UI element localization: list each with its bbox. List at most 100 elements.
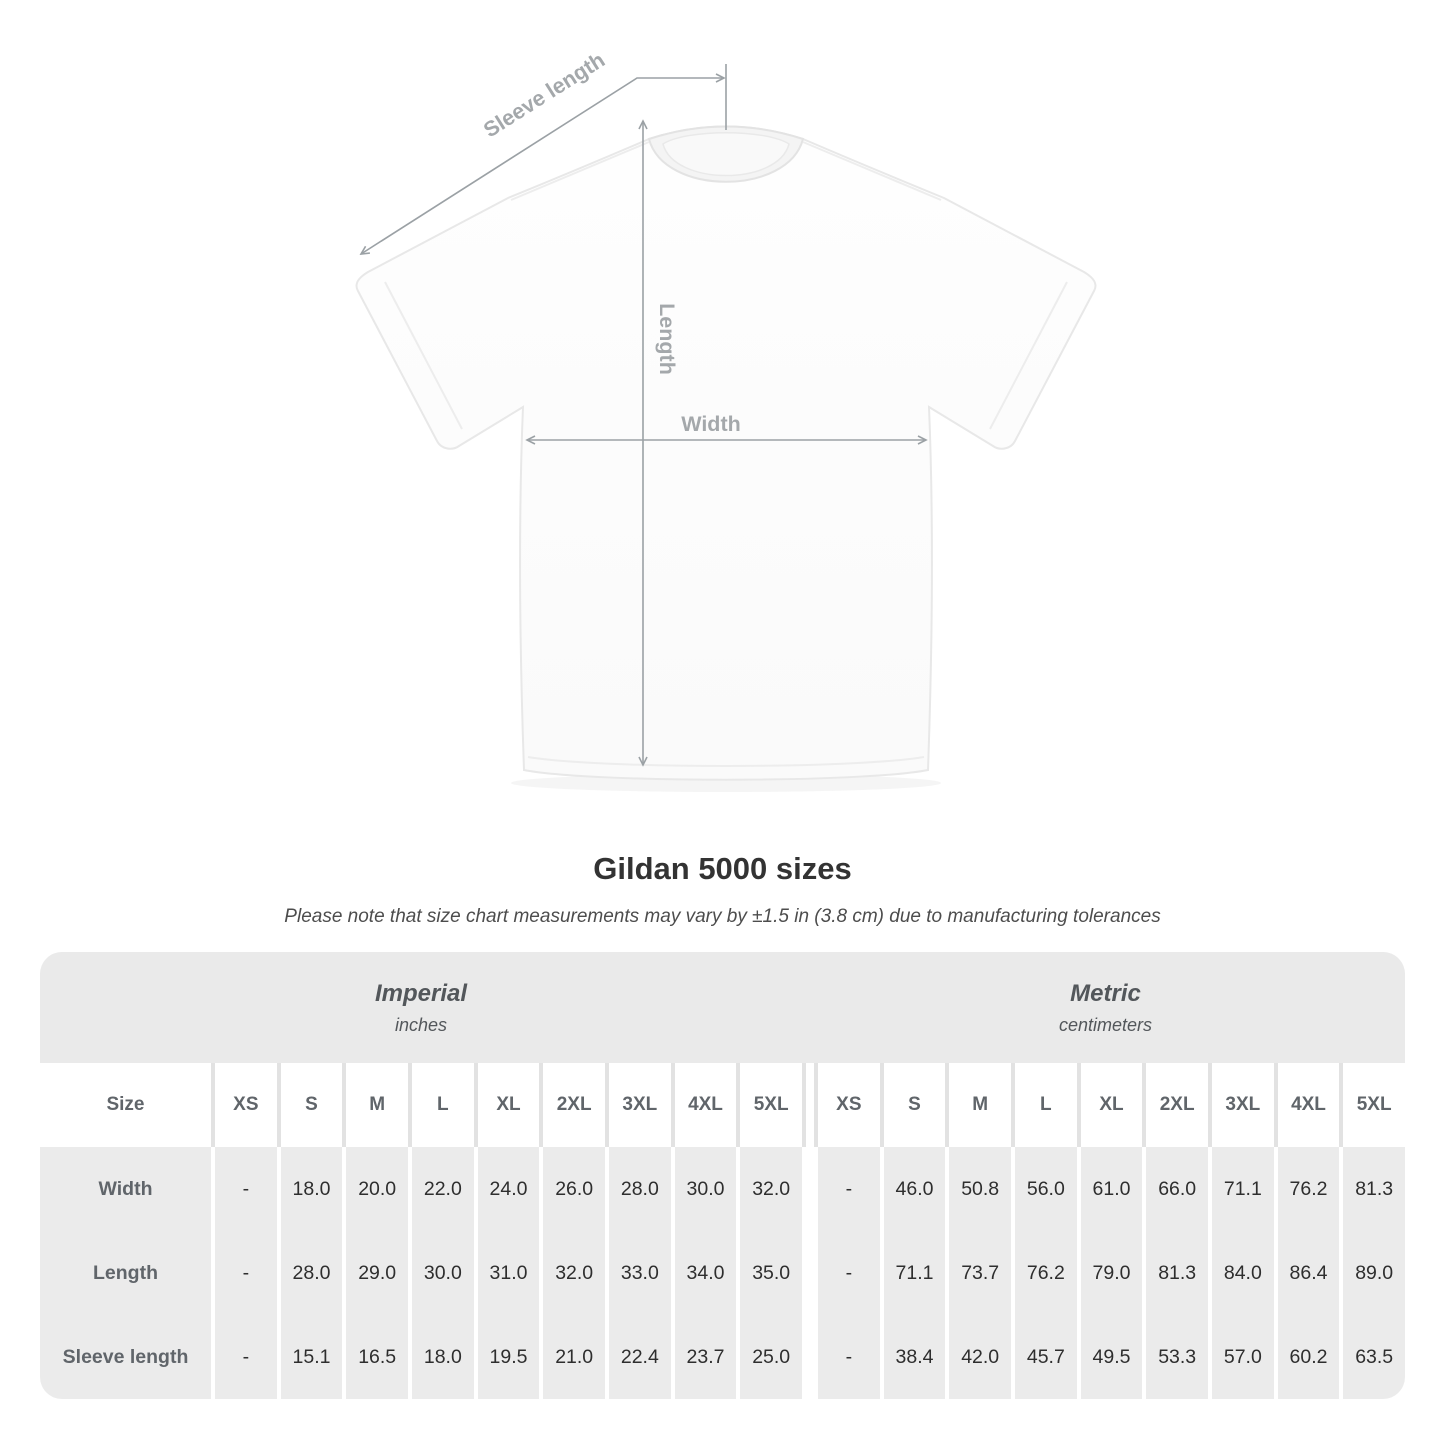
table-row-length: Length -28.0 29.0 30.0 31.0 32.0 33.0 34.0 35.0-… (40, 1231, 1405, 1315)
size-column-header: 4XL (674, 1063, 737, 1147)
measurement-value: 81.3 (1343, 1147, 1405, 1231)
measurement-value: 53.3 (1146, 1315, 1208, 1399)
shirt-seams (384, 141, 1068, 767)
size-header-row: Size XS S M L XL 2XL 3XL 4XL 5XL XS S M L XL 2XL 3XL 4XL… (40, 1063, 1405, 1147)
size-column-header: 3XL (609, 1063, 671, 1147)
size-column-header: L (1015, 1063, 1077, 1147)
size-column-header: S (280, 1063, 343, 1147)
measurement-value: 28.0 (609, 1147, 671, 1231)
column-group-gap (806, 1231, 814, 1315)
size-column-header: XL (1080, 1063, 1143, 1147)
measurement-value: 49.5 (1080, 1315, 1143, 1399)
measurement-value: - (215, 1315, 277, 1399)
measurement-value: 63.5 (1343, 1315, 1405, 1399)
size-column-header: XL (477, 1063, 540, 1147)
measurement-value: - (818, 1315, 880, 1399)
column-group-gap (806, 1063, 814, 1147)
row-label: Width (40, 1147, 211, 1231)
measurement-value: 22.4 (609, 1315, 671, 1399)
measurement-value: 61.0 (1080, 1147, 1143, 1231)
size-column-header: XS (818, 1063, 880, 1147)
measurement-value: 79.0 (1080, 1231, 1143, 1315)
measurement-value: 71.1 (883, 1231, 946, 1315)
measurement-value: 24.0 (477, 1147, 540, 1231)
metric-banner-unit: centimeters (1058, 1014, 1153, 1035)
measurement-value: 81.3 (1146, 1231, 1208, 1315)
size-column-header: 5XL (1343, 1063, 1405, 1147)
measurement-value: - (818, 1147, 880, 1231)
tshirt-measurement-diagram: Sleeve length Length Width (355, 47, 1097, 781)
size-column-header: XS (215, 1063, 277, 1147)
measurement-value: 56.0 (1015, 1147, 1077, 1231)
measurement-value: 23.7 (674, 1315, 737, 1399)
measurement-value: 34.0 (674, 1231, 737, 1315)
size-column-header: M (949, 1063, 1011, 1147)
tshirt-illustration (355, 125, 1097, 781)
measurement-value: 26.0 (543, 1147, 605, 1231)
measurement-value: 46.0 (883, 1147, 946, 1231)
measurement-value: 73.7 (949, 1231, 1011, 1315)
measurement-value: 30.0 (412, 1231, 474, 1315)
measurement-value: - (215, 1231, 277, 1315)
size-column-header: 4XL (1277, 1063, 1340, 1147)
measurement-value: 71.1 (1212, 1147, 1274, 1231)
measurement-value: 21.0 (543, 1315, 605, 1399)
row-label: Length (40, 1231, 211, 1315)
column-group-gap (806, 1315, 814, 1399)
measurement-value: 38.4 (883, 1315, 946, 1399)
measurement-value: 35.0 (740, 1231, 802, 1315)
table-row-sleeve-length: Sleeve length -15.1 16.5 18.0 19.5 21.0 22.4 23… (40, 1315, 1405, 1399)
size-header-label: Size (40, 1063, 211, 1147)
width-label: Width (681, 412, 741, 436)
measurement-value: 28.0 (280, 1231, 343, 1315)
size-column-header: 2XL (1146, 1063, 1208, 1147)
measurement-value: 22.0 (412, 1147, 474, 1231)
metric-banner-title: Metric (1070, 979, 1141, 1007)
measurement-value: 42.0 (949, 1315, 1011, 1399)
sleeve-length-arrow (359, 73, 726, 255)
measurement-value: 18.0 (280, 1147, 343, 1231)
size-column-header: M (346, 1063, 408, 1147)
size-column-header: L (412, 1063, 474, 1147)
measurement-value: 25.0 (740, 1315, 802, 1399)
sleeve-length-label: Sleeve length (479, 48, 609, 143)
measurement-value: - (215, 1147, 277, 1231)
measurement-value: 15.1 (280, 1315, 343, 1399)
unit-banner-row: Imperial inches Metric centimeters (40, 952, 1405, 1063)
row-label: Sleeve length (40, 1315, 211, 1399)
measurement-value: 50.8 (949, 1147, 1011, 1231)
size-column-header: 5XL (740, 1063, 802, 1147)
size-column-header: 3XL (1212, 1063, 1274, 1147)
size-column-header: 2XL (543, 1063, 605, 1147)
imperial-banner-unit: inches (394, 1014, 448, 1035)
measurement-value: 31.0 (477, 1231, 540, 1315)
shirt-body (355, 125, 1097, 781)
measurement-value: 18.0 (412, 1315, 474, 1399)
measurement-value: 33.0 (609, 1231, 671, 1315)
measurement-value: - (818, 1231, 880, 1315)
imperial-banner: Imperial inches (40, 952, 802, 1063)
table-row-width: Width -18.0 20.0 22.0 24.0 26.0 28.0 30.0 32.0-4… (40, 1147, 1405, 1231)
measurement-value: 32.0 (740, 1147, 802, 1231)
column-group-gap (806, 1147, 814, 1231)
measurement-value: 20.0 (346, 1147, 408, 1231)
imperial-banner-title: Imperial (374, 979, 468, 1007)
measurement-value: 30.0 (674, 1147, 737, 1231)
measurement-value: 86.4 (1277, 1231, 1340, 1315)
measurement-value: 19.5 (477, 1315, 540, 1399)
metric-banner: Metric centimeters (806, 952, 1405, 1063)
page-subtitle: Please note that size chart measurements… (284, 906, 1161, 927)
measurement-value: 84.0 (1212, 1231, 1274, 1315)
measurement-value: 29.0 (346, 1231, 408, 1315)
size-column-header: S (883, 1063, 946, 1147)
measurement-value: 57.0 (1212, 1315, 1274, 1399)
size-table: Imperial inches Metric centimeters Size … (40, 952, 1405, 1399)
measurement-value: 32.0 (543, 1231, 605, 1315)
measurement-value: 60.2 (1277, 1315, 1340, 1399)
measurement-value: 45.7 (1015, 1315, 1077, 1399)
measurement-value: 66.0 (1146, 1147, 1208, 1231)
measurement-value: 16.5 (346, 1315, 408, 1399)
measurement-value: 76.2 (1277, 1147, 1340, 1231)
page-title: Gildan 5000 sizes (593, 851, 852, 886)
